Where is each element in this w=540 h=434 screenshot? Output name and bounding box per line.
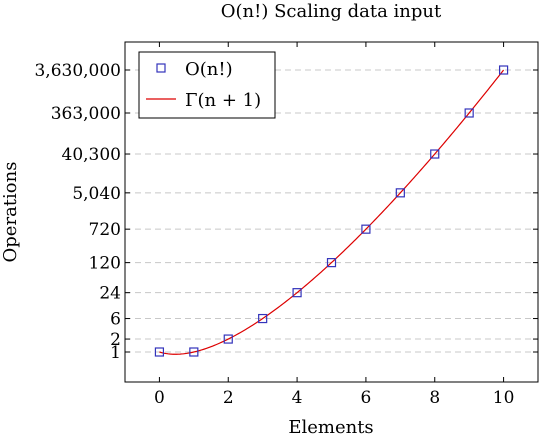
x-tick-label: 0 bbox=[154, 388, 165, 408]
legend-label-series-2: Γ(n + 1) bbox=[185, 90, 261, 111]
y-tick-label: 24 bbox=[99, 284, 121, 304]
legend-label-series-1: O(n!) bbox=[185, 59, 233, 80]
data-point-marker bbox=[189, 347, 199, 357]
x-tick-label: 2 bbox=[223, 388, 234, 408]
y-tick-label: 40,300 bbox=[62, 145, 121, 165]
data-markers bbox=[154, 65, 509, 357]
y-tick-label: 120 bbox=[89, 254, 121, 274]
data-point-marker bbox=[258, 313, 268, 324]
y-tick-label: 5,040 bbox=[72, 184, 121, 204]
data-point-marker bbox=[395, 188, 405, 198]
plot-frame bbox=[124, 41, 539, 383]
y-tick-label: 720 bbox=[89, 220, 121, 240]
y-axis-title: Operations bbox=[0, 162, 21, 263]
x-tick-label: 8 bbox=[429, 388, 440, 408]
y-tick-label: 6 bbox=[110, 310, 121, 330]
x-tick-label: 10 bbox=[493, 388, 515, 408]
gamma-curve-layer bbox=[159, 69, 505, 355]
data-point-marker bbox=[326, 258, 337, 268]
x-tick-label: 6 bbox=[361, 388, 372, 408]
data-point-marker bbox=[361, 224, 371, 234]
grid bbox=[125, 69, 538, 353]
legend: O(n!) Γ(n + 1) bbox=[138, 51, 276, 119]
data-point-marker bbox=[292, 288, 302, 298]
y-tick-label: 1 bbox=[110, 343, 121, 363]
gamma-curve-line bbox=[159, 69, 505, 355]
data-point-marker bbox=[154, 347, 165, 357]
data-point-marker bbox=[464, 108, 474, 118]
x-axis-title: Elements bbox=[288, 417, 373, 434]
x-tick-label: 4 bbox=[292, 388, 303, 408]
x-axis-ticks: 0 2 4 6 8 10 bbox=[154, 42, 514, 408]
legend-box bbox=[138, 51, 276, 119]
y-tick-label: 363,000 bbox=[51, 104, 121, 124]
y-tick-label: 2 bbox=[110, 330, 121, 350]
data-point-marker bbox=[498, 65, 509, 75]
data-point-marker bbox=[430, 149, 440, 159]
data-point-marker bbox=[223, 334, 233, 344]
y-axis-ticks: 126 24 120 720 5,040 40,300 363,000 3,630,000 bbox=[34, 61, 538, 363]
chart-title: O(n!) Scaling data input bbox=[221, 1, 442, 22]
y-tick-label: 3,630,000 bbox=[34, 61, 121, 81]
legend-marker-square-icon bbox=[156, 63, 166, 73]
